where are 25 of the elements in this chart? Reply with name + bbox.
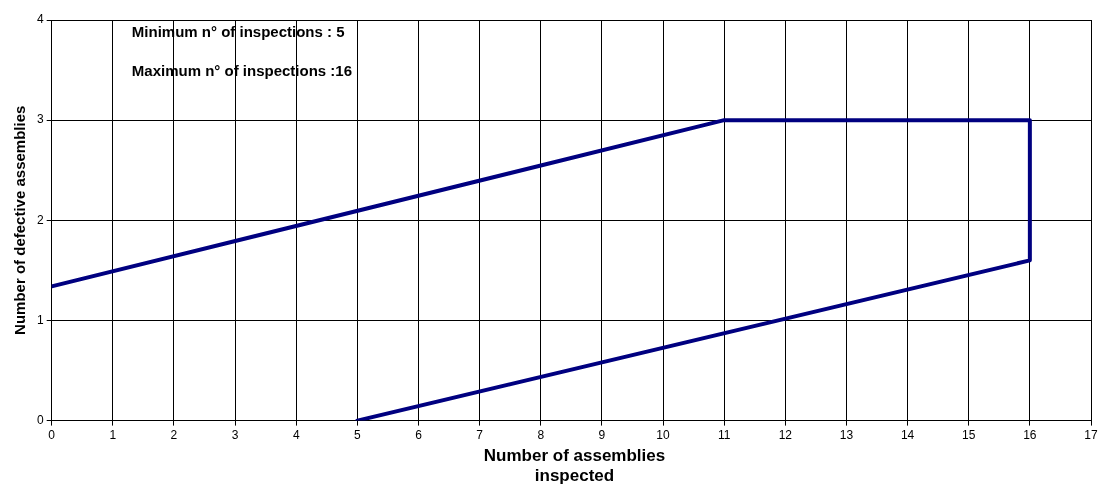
x-tick-label: 2 (170, 428, 178, 443)
x-tick-label: 10 (656, 428, 671, 443)
x-tick-label: 0 (48, 428, 56, 443)
x-tick-label: 13 (839, 428, 854, 443)
x-tick-label: 7 (476, 428, 484, 443)
x-tick-label: 9 (598, 428, 606, 443)
x-tick-label: 4 (292, 428, 300, 443)
x-tick-label: 3 (231, 428, 239, 443)
x-tick-label: 11 (717, 428, 731, 443)
x-tick-label: 8 (537, 428, 545, 443)
x-tick-label: 14 (900, 428, 915, 443)
x-tick-label: 5 (354, 428, 362, 443)
x-tick-label: 16 (1023, 428, 1037, 443)
y-axis-title: Number of defective assemblies (11, 105, 29, 335)
x-axis-title: Number of assemblies inspected (482, 446, 667, 486)
x-tick-label: 1 (109, 428, 117, 443)
x-tick-label: 6 (415, 428, 423, 443)
y-tick-label: 2 (36, 212, 44, 227)
y-tick-label: 3 (36, 112, 44, 127)
x-tick-label: 17 (1084, 428, 1098, 443)
y-tick-label: 1 (36, 312, 44, 327)
x-tick-label: 12 (778, 428, 793, 443)
y-tick-label: 4 (36, 12, 44, 27)
x-tick-label: 15 (962, 428, 976, 443)
y-tick-label: 0 (36, 412, 44, 427)
